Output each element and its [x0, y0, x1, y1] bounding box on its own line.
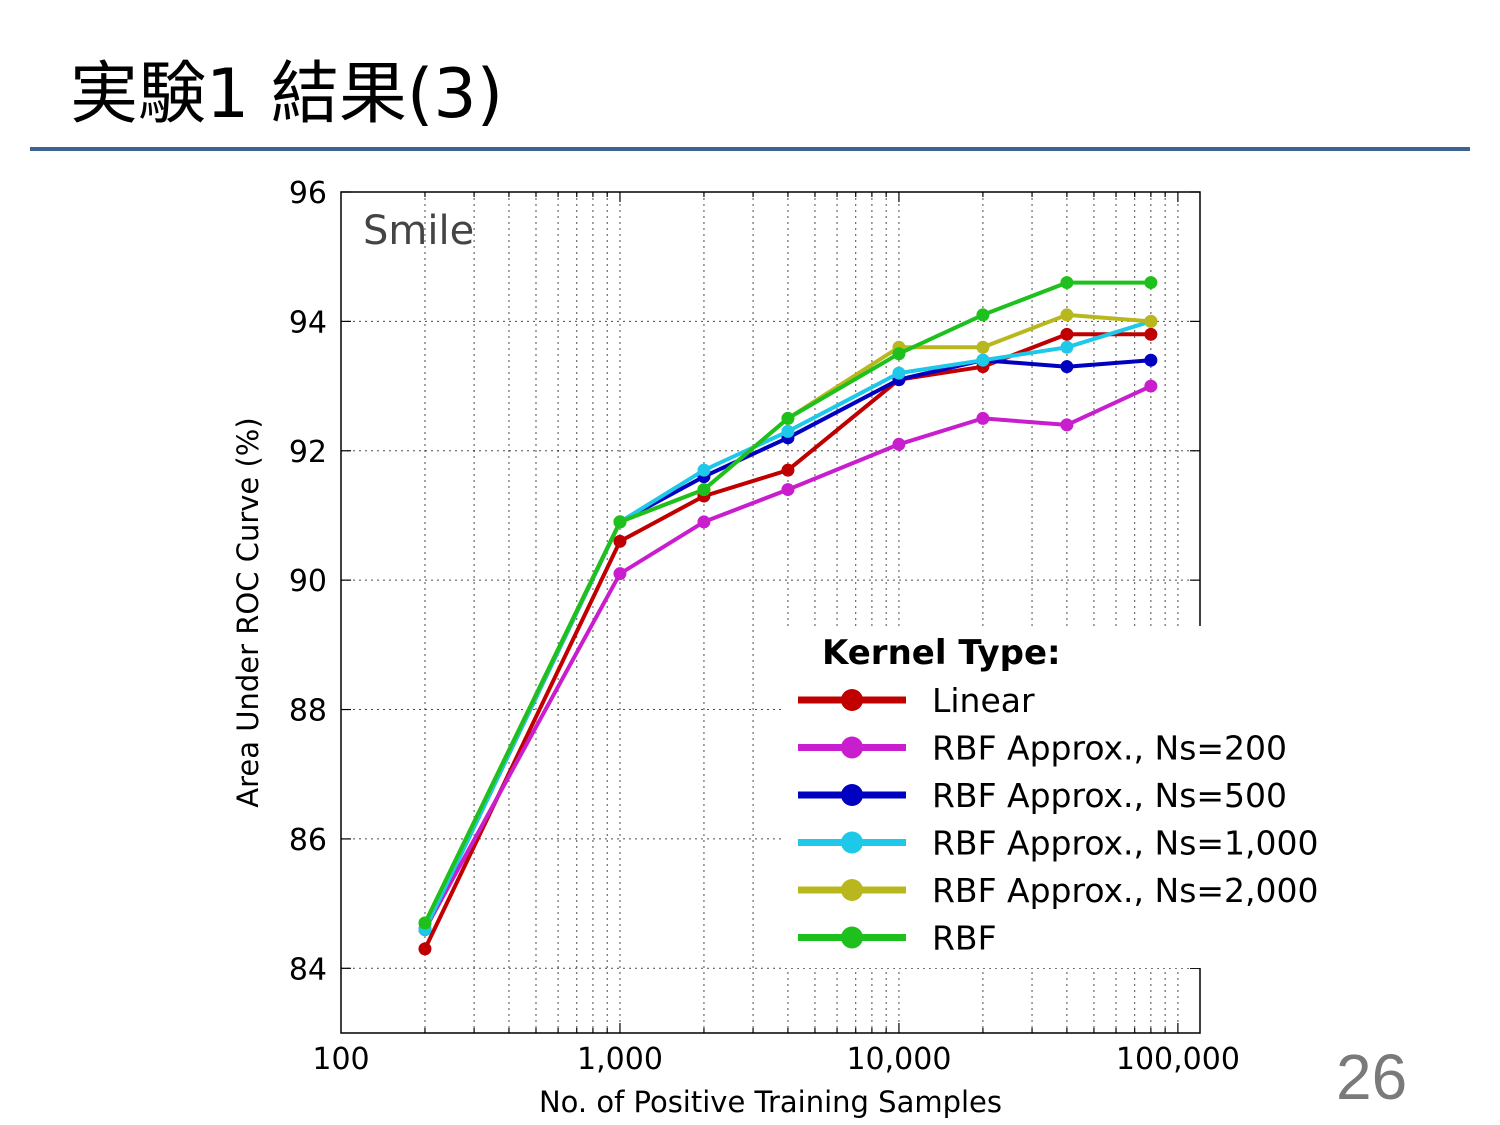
x-tick-label: 100,000 [1116, 1042, 1240, 1077]
data-point [976, 353, 990, 367]
x-tick-label: 10,000 [846, 1042, 951, 1077]
data-point [781, 411, 795, 425]
y-tick-label: 88 [289, 694, 327, 729]
legend-item-3: RBF Approx., Ns=1,000 [798, 824, 1319, 863]
data-point [892, 347, 906, 361]
data-point [781, 463, 795, 477]
y-tick-label: 84 [289, 952, 327, 987]
chart-annotation: Smile [363, 208, 474, 254]
legend-swatch-marker [841, 831, 863, 854]
legend-item-1: RBF Approx., Ns=200 [798, 729, 1287, 768]
data-point [1144, 327, 1158, 341]
data-point [892, 366, 906, 380]
series-5 [418, 276, 1158, 930]
legend-item-5: RBF [798, 919, 997, 958]
data-point [1144, 353, 1158, 367]
data-point [418, 916, 432, 930]
data-point [613, 534, 627, 548]
y-tick-label: 86 [289, 823, 327, 858]
data-point [1060, 308, 1074, 322]
legend-label: RBF Approx., Ns=200 [932, 729, 1287, 768]
data-point [892, 437, 906, 451]
data-point [697, 463, 711, 477]
data-point [976, 340, 990, 354]
legend-label: Linear [932, 681, 1035, 720]
data-point [781, 424, 795, 438]
legend-item-2: RBF Approx., Ns=500 [798, 776, 1287, 815]
data-point [976, 411, 990, 425]
legend-swatch-marker [841, 689, 863, 711]
y-tick-label: 94 [289, 305, 327, 340]
data-point [1144, 379, 1158, 393]
page-number: 26 [1336, 1041, 1408, 1113]
x-tick-label: 100 [312, 1042, 369, 1077]
series-line [423, 332, 1151, 950]
legend: Kernel Type: Linear RBF Approx., Ns=200 RB… [784, 626, 1444, 968]
y-tick-label: 96 [289, 176, 327, 211]
data-point [781, 483, 795, 497]
legend-item-0: Linear [798, 681, 1035, 720]
series-0 [418, 327, 1158, 956]
title-divider [30, 147, 1470, 151]
series-lines [418, 276, 1158, 956]
legend-swatch-marker [841, 736, 863, 759]
y-axis-label: Area Under ROC Curve (%) [231, 417, 265, 807]
data-point [1060, 276, 1074, 290]
data-point [613, 515, 627, 529]
data-point [1144, 314, 1158, 328]
legend-swatch-marker [841, 926, 863, 949]
x-tick-label: 1,000 [577, 1042, 663, 1077]
slide-title: 実験1 結果(3) [70, 55, 504, 134]
x-axis-label: No. of Positive Training Samples [539, 1085, 1002, 1119]
legend-swatch-marker [841, 784, 863, 806]
legend-label: RBF [932, 919, 997, 958]
legend-label: RBF Approx., Ns=500 [932, 776, 1287, 815]
legend-title: Kernel Type: [822, 633, 1061, 673]
data-point [697, 515, 711, 529]
y-tick-label: 92 [289, 435, 327, 470]
data-point [613, 567, 627, 581]
data-point [418, 942, 432, 956]
series-line [423, 319, 1152, 931]
data-point [1144, 276, 1158, 290]
data-point [1060, 340, 1074, 354]
axis-ticks: 84 86 88 90 92 94 96 100 1,000 10,000 100,000 [289, 176, 1240, 1077]
data-point [1060, 418, 1074, 432]
data-point [1060, 360, 1074, 374]
legend-label: RBF Approx., Ns=2,000 [932, 871, 1319, 910]
series-line [423, 280, 1151, 924]
data-point [976, 308, 990, 322]
legend-item-4: RBF Approx., Ns=2,000 [798, 871, 1319, 910]
y-tick-label: 90 [289, 564, 327, 599]
data-point [697, 483, 711, 497]
legend-swatch-marker [841, 879, 863, 901]
plot-frame [340, 191, 1201, 1034]
legend-label: RBF Approx., Ns=1,000 [932, 824, 1319, 863]
data-point [1060, 327, 1074, 341]
series-line [423, 384, 1152, 931]
